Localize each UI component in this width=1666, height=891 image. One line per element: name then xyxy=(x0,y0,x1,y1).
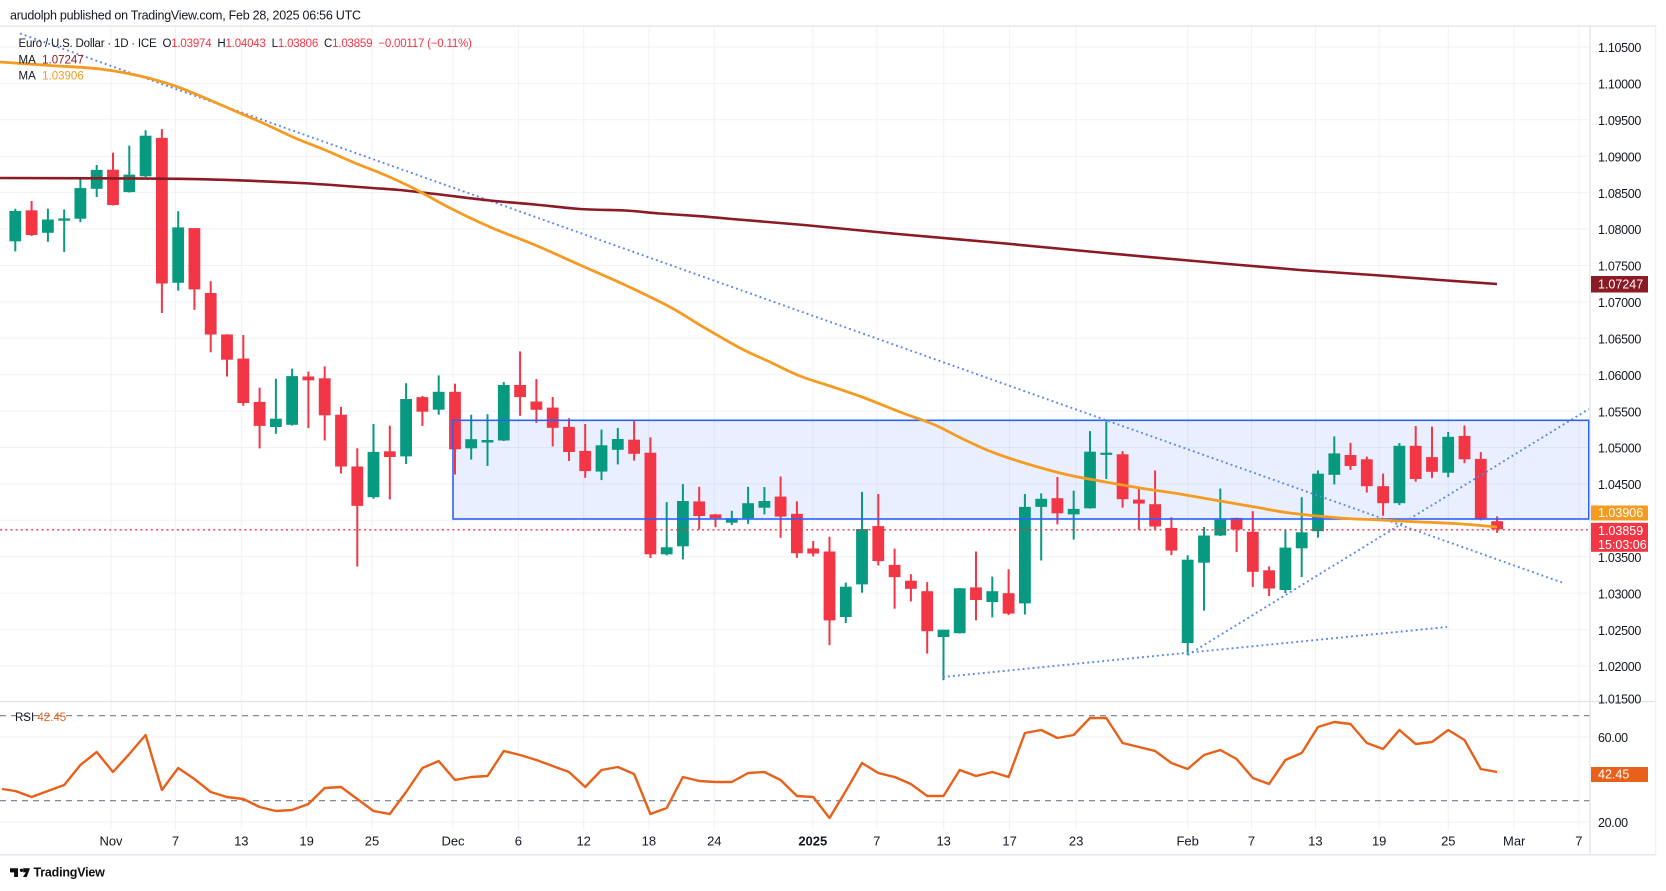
svg-text:Nov: Nov xyxy=(99,834,123,849)
svg-text:1.09500: 1.09500 xyxy=(1598,114,1641,128)
svg-text:7: 7 xyxy=(172,834,179,849)
svg-text:MA 1.07247: MA 1.07247 xyxy=(19,55,84,67)
svg-text:1.09000: 1.09000 xyxy=(1598,150,1641,164)
svg-text:17: 17 xyxy=(1002,834,1016,849)
svg-text:Feb: Feb xyxy=(1176,834,1198,849)
svg-text:1.01500: 1.01500 xyxy=(1598,693,1641,707)
svg-text:arudolph published on TradingV: arudolph published on TradingView.com, F… xyxy=(10,9,361,23)
svg-text:1.05500: 1.05500 xyxy=(1598,405,1641,419)
svg-text:Dec: Dec xyxy=(441,834,465,849)
svg-text:MA 1.03906: MA 1.03906 xyxy=(19,70,84,82)
svg-text:12: 12 xyxy=(576,834,590,849)
svg-text:1.02500: 1.02500 xyxy=(1598,624,1641,638)
svg-text:1.03000: 1.03000 xyxy=(1598,587,1641,601)
svg-text:25: 25 xyxy=(365,834,379,849)
svg-text:TradingView: TradingView xyxy=(34,866,106,880)
svg-text:1.06000: 1.06000 xyxy=(1598,369,1641,383)
svg-text:Euro / U.S. Dollar · 1D · ICE: Euro / U.S. Dollar · 1D · ICE O1.03974 H… xyxy=(19,38,473,50)
svg-text:1.07247: 1.07247 xyxy=(1598,277,1643,291)
svg-text:23: 23 xyxy=(1069,834,1083,849)
svg-text:1.07000: 1.07000 xyxy=(1598,296,1641,310)
svg-text:1.02000: 1.02000 xyxy=(1598,660,1641,674)
svg-text:1.07500: 1.07500 xyxy=(1598,260,1641,274)
svg-text:13: 13 xyxy=(936,834,950,849)
svg-text:24: 24 xyxy=(707,834,721,849)
svg-text:7: 7 xyxy=(1248,834,1255,849)
svg-text:15:03:06: 15:03:06 xyxy=(1598,538,1647,552)
svg-text:13: 13 xyxy=(1308,834,1322,849)
svg-text:1.08500: 1.08500 xyxy=(1598,187,1641,201)
svg-text:1.03500: 1.03500 xyxy=(1598,551,1641,565)
svg-text:1.03859: 1.03859 xyxy=(1598,524,1643,538)
svg-text:1.04500: 1.04500 xyxy=(1598,478,1641,492)
svg-text:1.10000: 1.10000 xyxy=(1598,78,1641,92)
svg-text:7: 7 xyxy=(873,834,880,849)
svg-text:1.06500: 1.06500 xyxy=(1598,333,1641,347)
svg-text:42.45: 42.45 xyxy=(1598,768,1629,782)
svg-text:1.10500: 1.10500 xyxy=(1598,41,1641,55)
svg-text:2025: 2025 xyxy=(798,834,827,849)
svg-text:18: 18 xyxy=(642,834,656,849)
svg-text:RSI 42.45: RSI 42.45 xyxy=(15,712,66,724)
svg-text:Mar: Mar xyxy=(1503,834,1526,849)
svg-text:7: 7 xyxy=(1575,834,1582,849)
svg-text:1.03906: 1.03906 xyxy=(1598,506,1643,520)
svg-text:25: 25 xyxy=(1441,834,1455,849)
svg-text:13: 13 xyxy=(234,834,248,849)
svg-text:19: 19 xyxy=(1372,834,1386,849)
svg-text:1.08000: 1.08000 xyxy=(1598,223,1641,237)
svg-text:1.05000: 1.05000 xyxy=(1598,442,1641,456)
svg-text:6: 6 xyxy=(515,834,522,849)
svg-text:60.00: 60.00 xyxy=(1598,731,1628,745)
svg-text:20.00: 20.00 xyxy=(1598,816,1628,830)
svg-text:19: 19 xyxy=(299,834,313,849)
